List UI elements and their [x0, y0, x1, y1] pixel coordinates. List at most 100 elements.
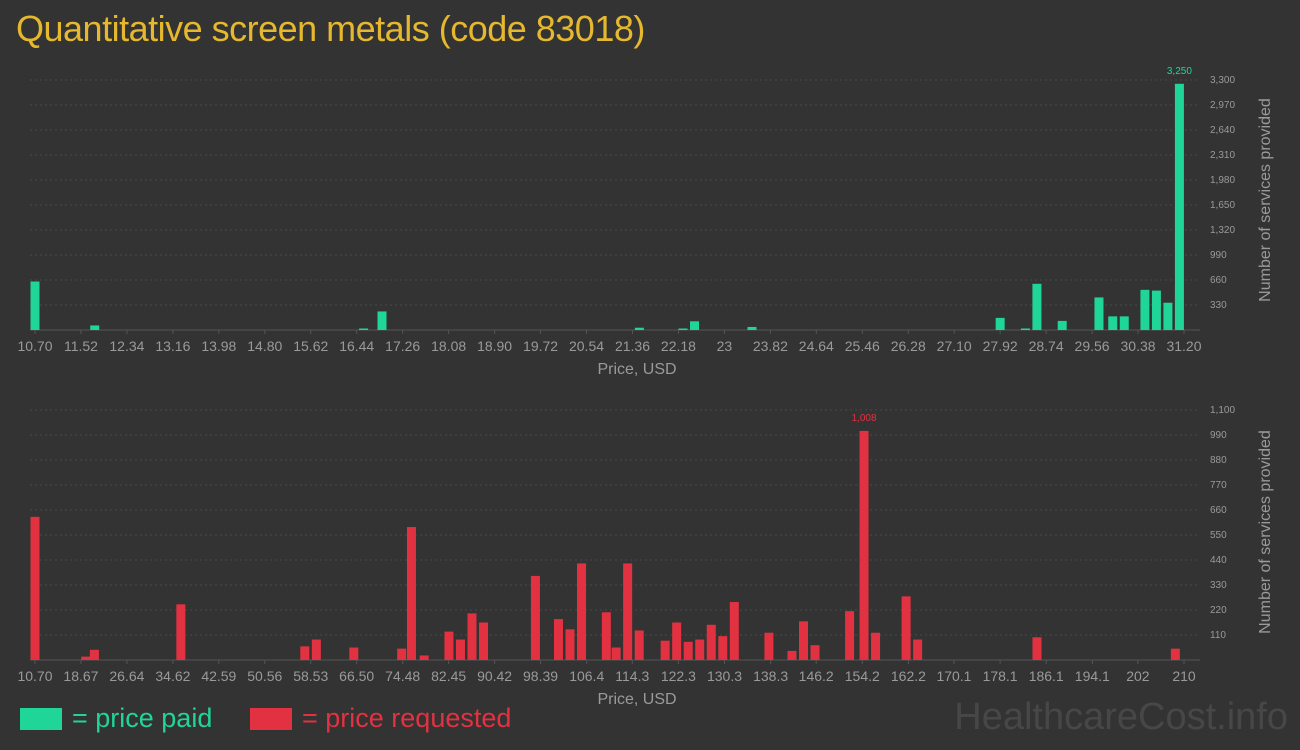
bar — [359, 328, 369, 330]
y-tick-label: 880 — [1210, 455, 1227, 466]
bar — [90, 325, 100, 330]
x-tick-label: 27.92 — [983, 338, 1018, 354]
bar — [553, 619, 563, 660]
x-tick-label: 26.64 — [109, 668, 144, 684]
y-tick-label: 770 — [1210, 480, 1227, 491]
bar — [176, 604, 186, 660]
bar — [690, 321, 700, 330]
bar — [1163, 302, 1173, 330]
bar — [706, 624, 716, 660]
y-tick-label: 660 — [1210, 275, 1227, 286]
bar — [683, 641, 693, 660]
bar — [444, 631, 454, 660]
x-tick-label: 27.10 — [937, 338, 972, 354]
bar — [1108, 316, 1118, 330]
bar — [349, 647, 359, 660]
x-tick-label: 34.62 — [155, 668, 190, 684]
bar — [89, 649, 99, 660]
bar — [377, 311, 387, 330]
x-tick-label: 146.2 — [799, 668, 834, 684]
max-value-label: 3,250 — [1167, 66, 1192, 77]
x-tick-label: 23.82 — [753, 338, 788, 354]
y-tick-label: 330 — [1210, 580, 1227, 591]
bar — [311, 639, 321, 660]
bar — [467, 613, 477, 660]
bar — [601, 612, 611, 660]
x-tick-label: 42.59 — [201, 668, 236, 684]
bar — [1151, 290, 1161, 330]
bar — [1094, 297, 1104, 330]
x-tick-label: 11.52 — [64, 338, 98, 354]
x-tick-label: 26.28 — [891, 338, 926, 354]
x-tick-label: 210 — [1172, 668, 1196, 684]
legend-paid-swatch — [20, 707, 62, 730]
x-tick-label: 114.3 — [615, 668, 649, 684]
y-tick-label: 550 — [1210, 530, 1227, 541]
bar — [1140, 289, 1150, 330]
legend-paid-label: = price paid — [72, 703, 213, 733]
y-tick-label: 2,970 — [1210, 100, 1235, 111]
x-tick-label: 74.48 — [385, 668, 420, 684]
x-tick-label: 17.26 — [385, 338, 420, 354]
bar — [718, 636, 728, 660]
y-tick-label: 990 — [1210, 250, 1227, 261]
bar — [913, 639, 923, 660]
y-tick-label: 440 — [1210, 555, 1227, 566]
y-tick-label: 1,650 — [1210, 200, 1235, 211]
x-axis-title: Price, USD — [597, 361, 676, 378]
x-tick-label: 66.50 — [339, 668, 374, 684]
y-tick-label: 1,100 — [1210, 405, 1235, 416]
legend-price-paid: = price paid — [20, 703, 212, 734]
bar — [672, 622, 682, 660]
x-tick-label: 24.64 — [799, 338, 834, 354]
bar — [530, 575, 540, 660]
y-tick-label: 1,980 — [1210, 175, 1235, 186]
bar — [611, 647, 621, 660]
bar — [577, 563, 587, 660]
bar — [1057, 320, 1067, 330]
x-tick-label: 18.67 — [63, 668, 98, 684]
bar — [406, 527, 416, 660]
bar — [479, 622, 489, 660]
x-tick-label: 90.42 — [477, 668, 512, 684]
bar — [1032, 283, 1042, 330]
x-tick-label: 20.54 — [569, 338, 604, 354]
chart-price-requested: 110 220 330 440 550 660 770 880 990 1,100 10.70 18.… — [17, 405, 1274, 708]
bar — [623, 563, 633, 660]
y-tick-label: 1,320 — [1210, 225, 1235, 236]
y-tick-label: 330 — [1210, 300, 1227, 311]
bar — [764, 632, 774, 660]
x-tick-label: 16.44 — [339, 338, 374, 354]
y-tick-label: 990 — [1210, 430, 1227, 441]
x-tick-label: 12.34 — [109, 338, 144, 354]
bar — [787, 650, 797, 660]
watermark: HealthcareCost.info — [954, 696, 1288, 738]
x-tick-label: 18.08 — [431, 338, 466, 354]
x-tick-label: 18.90 — [477, 338, 512, 354]
chart-title: Quantitative screen metals (code 83018) — [16, 8, 645, 49]
x-tick-label: 58.53 — [293, 668, 328, 684]
x-tick-label: 170.1 — [936, 668, 971, 684]
y-tick-label: 660 — [1210, 505, 1227, 516]
x-tick-label: 138.3 — [753, 668, 788, 684]
y-tick-label: 2,310 — [1210, 150, 1235, 161]
y-tick-label: 2,640 — [1210, 125, 1235, 136]
bar — [729, 602, 739, 660]
x-tick-label: 194.1 — [1075, 668, 1110, 684]
legend-requested-label: = price requested — [302, 703, 512, 733]
x-tick-label: 19.72 — [523, 338, 558, 354]
x-tick-label: 106.4 — [569, 668, 604, 684]
bar — [1032, 637, 1042, 660]
x-tick-label: 13.16 — [155, 338, 190, 354]
bar — [419, 655, 429, 660]
bar — [565, 629, 575, 660]
bar — [30, 281, 40, 330]
chart-price-paid: 330 660 990 1,320 1,650 1,980 2,310 2,640 2,970 3… — [17, 66, 1274, 378]
x-tick-label: 22.18 — [661, 338, 696, 354]
bar — [871, 632, 881, 660]
x-tick-label: 98.39 — [523, 668, 558, 684]
x-tick-label: 162.2 — [891, 668, 926, 684]
x-tick-label: 50.56 — [247, 668, 282, 684]
